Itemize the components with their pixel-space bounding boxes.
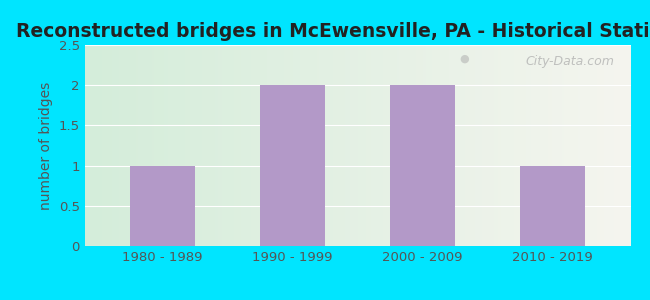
Bar — [130, 166, 195, 246]
Text: City-Data.com: City-Data.com — [525, 55, 614, 68]
Bar — [390, 85, 455, 246]
Y-axis label: number of bridges: number of bridges — [39, 81, 53, 210]
Bar — [520, 166, 585, 246]
Bar — [260, 85, 325, 246]
Text: ●: ● — [460, 54, 469, 64]
Title: Reconstructed bridges in McEwensville, PA - Historical Statistics: Reconstructed bridges in McEwensville, P… — [16, 22, 650, 41]
